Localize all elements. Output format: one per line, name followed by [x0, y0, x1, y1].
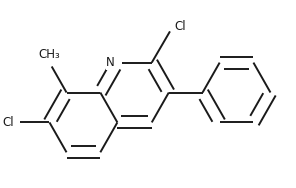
Text: CH₃: CH₃ [38, 48, 60, 61]
Text: N: N [106, 56, 115, 69]
Text: Cl: Cl [174, 20, 186, 33]
Text: Cl: Cl [3, 116, 14, 129]
